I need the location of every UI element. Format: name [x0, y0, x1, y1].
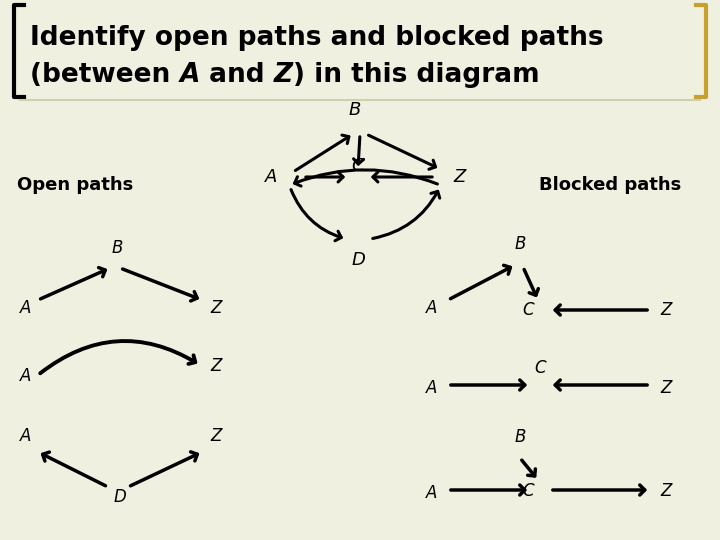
Text: Z: Z — [660, 301, 672, 319]
Text: Z: Z — [660, 482, 672, 500]
Text: C: C — [351, 157, 364, 175]
Text: Z: Z — [453, 168, 465, 186]
Text: Blocked paths: Blocked paths — [539, 176, 681, 194]
Text: B: B — [514, 235, 526, 253]
Text: Z: Z — [660, 379, 672, 397]
Text: and: and — [199, 62, 274, 88]
Text: Identify open paths and blocked paths: Identify open paths and blocked paths — [30, 25, 603, 51]
Text: D: D — [351, 251, 365, 269]
Text: ) in this diagram: ) in this diagram — [292, 62, 539, 88]
Text: A: A — [426, 484, 438, 502]
Text: Open paths: Open paths — [17, 176, 133, 194]
Text: A: A — [426, 379, 438, 397]
Text: Z: Z — [210, 299, 222, 317]
Text: (between: (between — [30, 62, 179, 88]
Text: A: A — [426, 299, 438, 317]
Text: C: C — [522, 482, 534, 500]
Text: B: B — [514, 428, 526, 446]
Text: Z: Z — [210, 427, 222, 445]
Text: A: A — [20, 427, 32, 445]
Text: A: A — [179, 62, 199, 88]
Text: B: B — [348, 101, 361, 119]
Text: Z: Z — [210, 357, 222, 375]
Text: A: A — [265, 168, 277, 186]
Text: C: C — [534, 359, 546, 377]
Text: D: D — [114, 488, 127, 506]
Text: Z: Z — [274, 62, 292, 88]
Text: B: B — [112, 239, 122, 257]
Text: C: C — [522, 301, 534, 319]
Text: A: A — [20, 367, 32, 385]
Text: A: A — [20, 299, 32, 317]
